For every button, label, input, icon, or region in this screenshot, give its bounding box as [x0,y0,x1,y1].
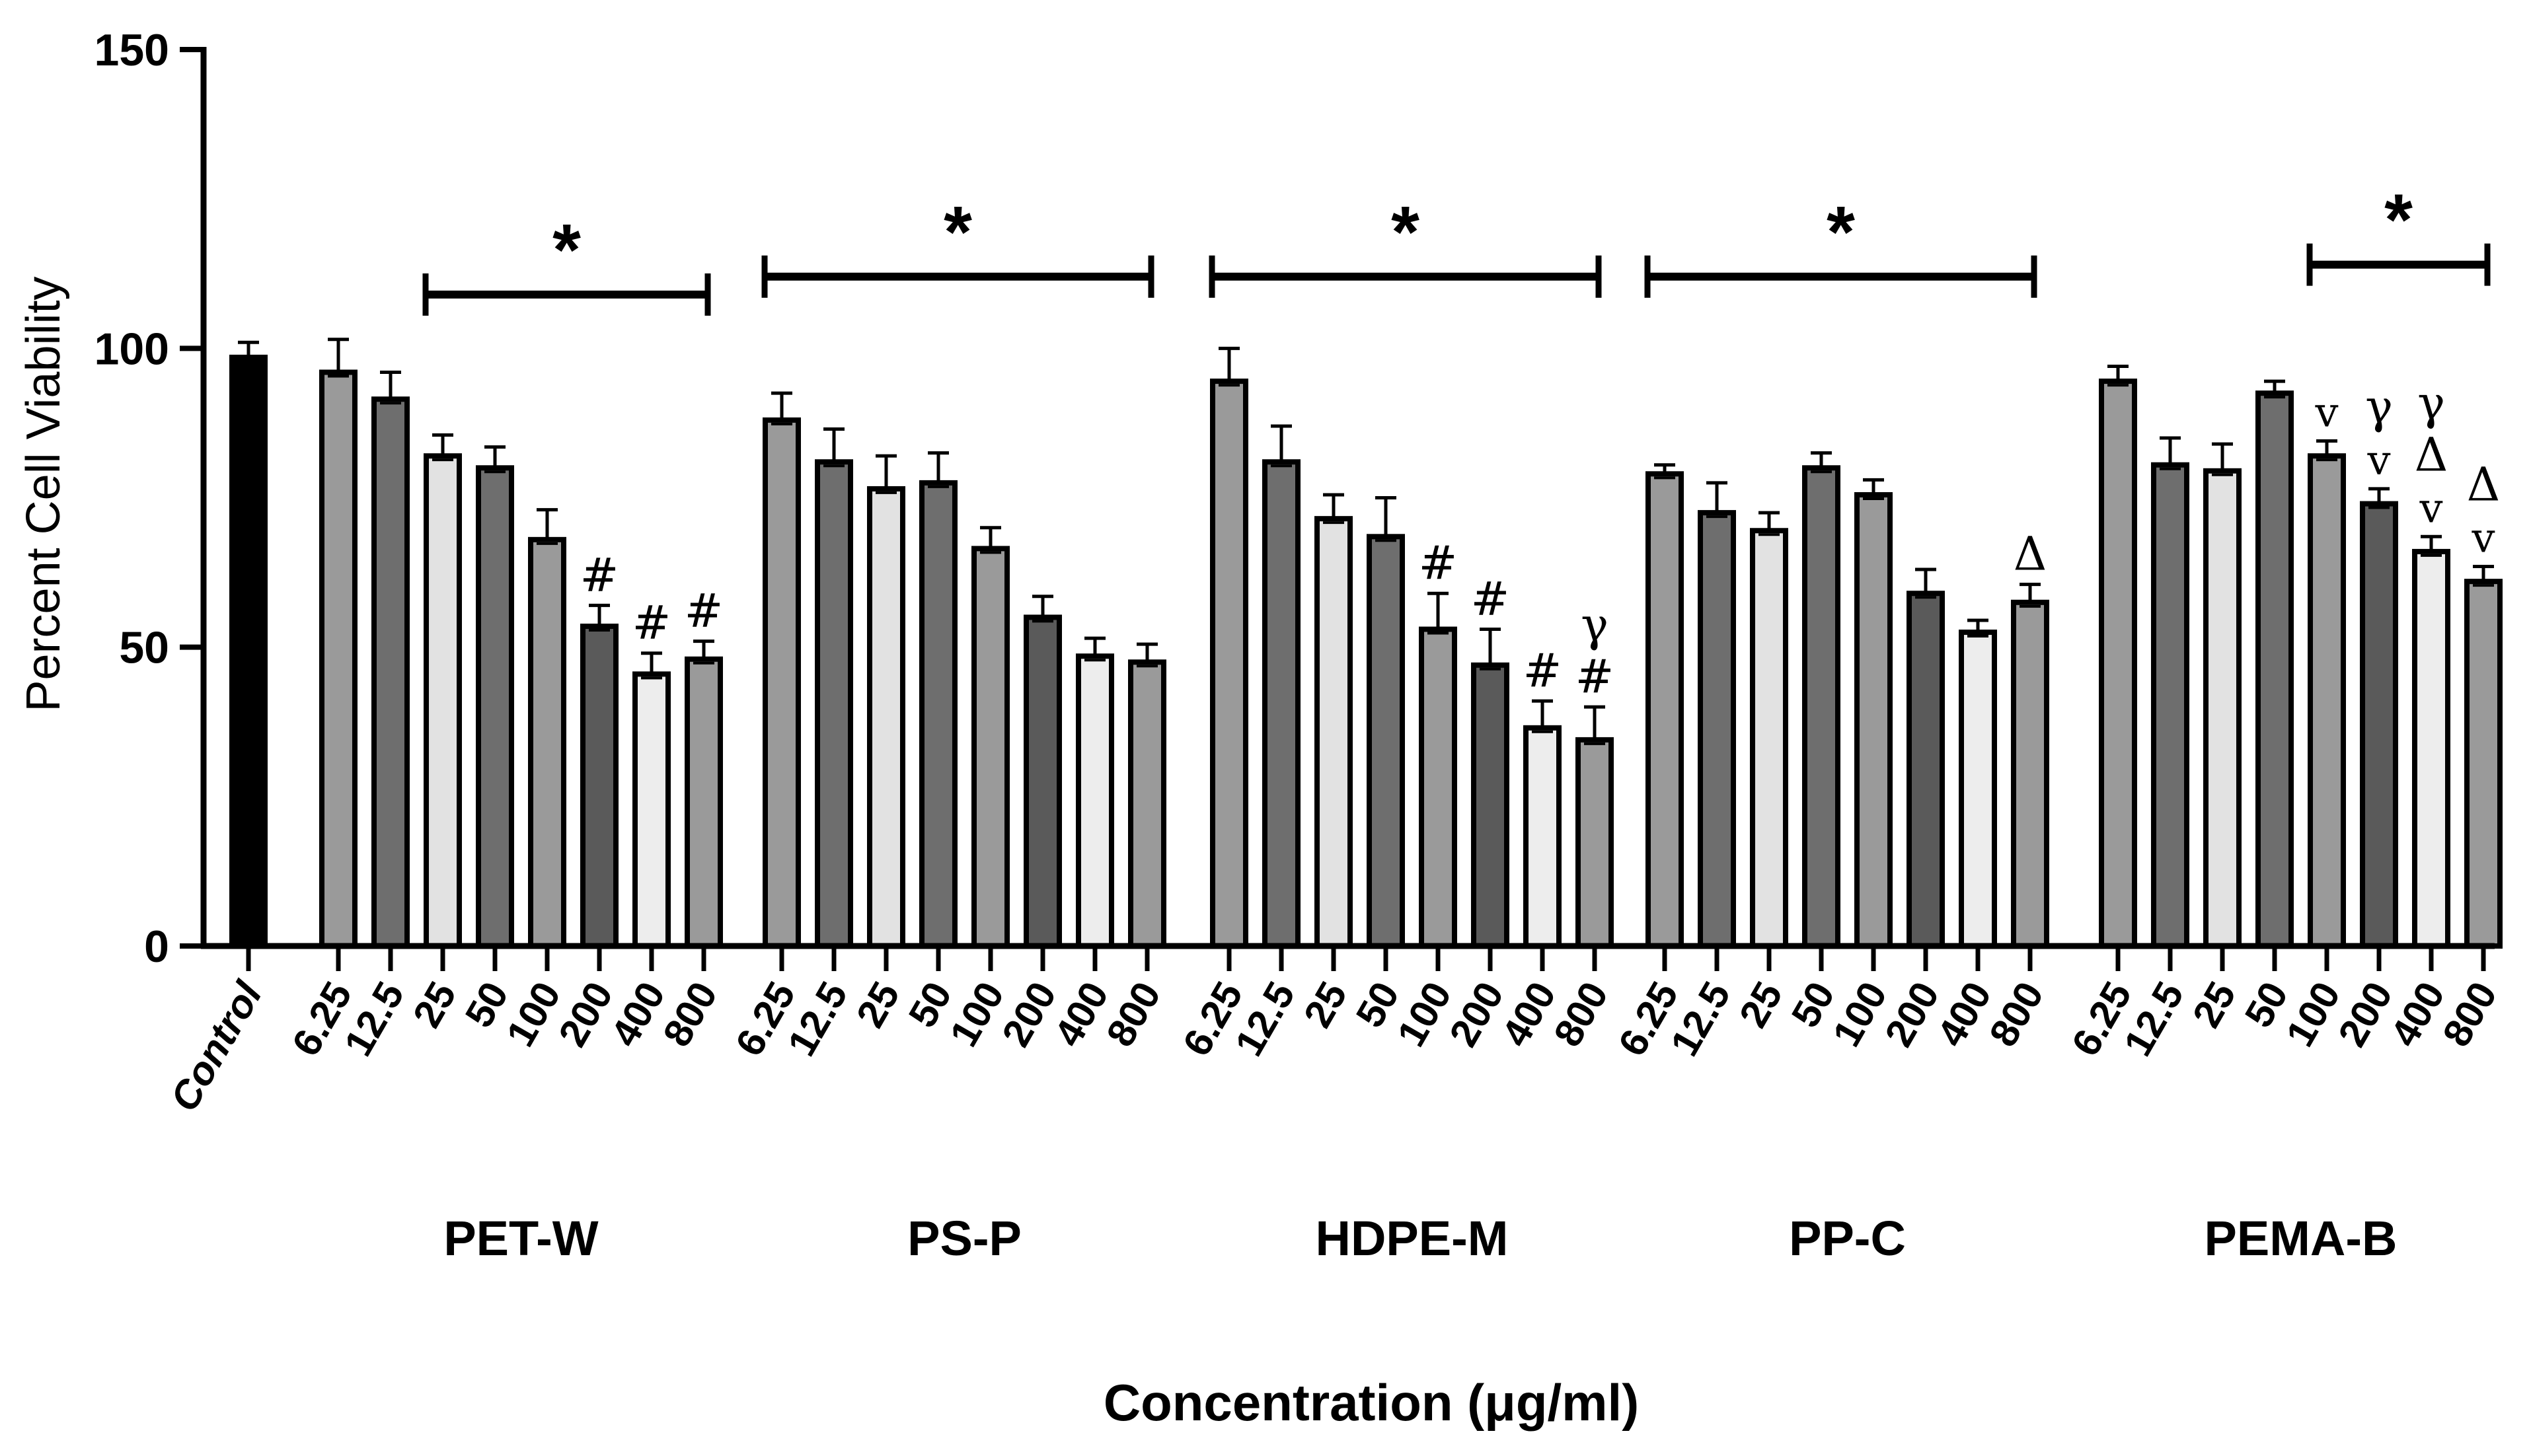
pp-c-group-label: PP-C [1789,1211,1906,1266]
hdpe-m-bar-6 [1523,725,1562,949]
x-axis-title: Concentration (μg/ml) [1104,1373,1639,1432]
pet-w-bar-6 [632,671,671,949]
pema-b-annotation-6-0: v [2419,484,2442,532]
ps-p-bar-6 [1076,653,1114,949]
pp-c-bar-2 [1750,528,1788,949]
pet-w-bar-7 [685,656,723,949]
pp-c-bar-7 [2011,599,2049,949]
y-tick-label-100: 100 [94,324,169,374]
pema-b-annotation-5-0: v [2366,436,2390,484]
y-axis-title: Percent Cell Viability [17,277,70,712]
pema-b-bar-0 [2099,379,2137,949]
pema-b-bar-1 [2151,462,2189,949]
hdpe-m-annotation-5-0: # [1471,572,1510,626]
hdpe-m-annotation-6-0: # [1523,643,1562,698]
hdpe-m-significance-star: * [1391,192,1419,273]
hdpe-m-annotation-4-0: # [1419,536,1458,590]
pet-w-annotation-5-0: # [580,548,619,602]
hdpe-m-bar-4 [1419,626,1457,949]
pema-b-group-label: PEMA-B [2205,1211,2398,1266]
pp-c-annotation-7-0: Δ [2014,527,2047,581]
pet-w-bar-5 [580,624,619,949]
pema-b-annotation-7-1: Δ [2467,458,2501,512]
pema-b-bar-3 [2255,390,2294,949]
ps-p-significance-star: * [944,192,972,273]
pet-w-bar-2 [424,453,462,949]
pet-w-significance-star: * [552,209,581,291]
pet-w-annotation-6-0: # [632,596,671,650]
hdpe-m-bar-5 [1471,662,1509,949]
ps-p-group-label: PS-P [907,1211,1022,1266]
pp-c-significance-star: * [1827,192,1855,273]
hdpe-m-bar-3 [1367,534,1405,949]
pema-b-annotation-7-0: v [2471,514,2495,562]
pp-c-bar-5 [1907,591,1945,949]
pema-b-bar-4 [2308,453,2346,949]
ps-p-bar-5 [1024,614,1062,949]
pet-w-bar-0 [319,369,358,949]
pet-w-group-label: PET-W [443,1211,598,1266]
pet-w-bar-4 [528,536,566,949]
pema-b-bar-6 [2412,548,2450,949]
control-bar [229,354,268,949]
ps-p-bar-7 [1128,659,1166,949]
ps-p-bar-2 [867,486,905,949]
hdpe-m-bar-7 [1575,737,1614,949]
pp-c-bar-3 [1802,465,1840,949]
y-tick-label-50: 50 [119,623,169,673]
y-tick-label-150: 150 [94,25,169,75]
pema-b-annotation-5-1: γ [2365,380,2393,434]
pet-w-annotation-7-0: # [685,584,724,638]
pp-c-bar-4 [1854,491,1893,949]
hdpe-m-annotation-7-1: γ [1581,598,1608,652]
ps-p-bar-0 [763,417,801,949]
ps-p-bar-1 [815,459,853,949]
pet-w-bar-1 [371,396,410,949]
pema-b-bar-7 [2464,579,2503,949]
pp-c-bar-1 [1698,510,1736,949]
hdpe-m-bar-0 [1210,379,1248,949]
pema-b-bar-2 [2203,468,2242,949]
pet-w-bar-3 [476,465,514,949]
hdpe-m-bar-1 [1262,459,1301,949]
hdpe-m-annotation-7-0: # [1575,649,1614,704]
ps-p-bar-3 [919,480,958,949]
pp-c-bar-6 [1959,630,1997,949]
pema-b-annotation-6-2: γ [2417,376,2445,430]
hdpe-m-bar-2 [1314,516,1353,949]
pp-c-bar-0 [1645,471,1684,949]
pema-b-annotation-6-1: Δ [2415,427,2448,482]
pema-b-annotation-4-0: v [2314,388,2338,437]
y-tick-label-0: 0 [144,922,169,972]
hdpe-m-group-label: HDPE-M [1316,1211,1509,1266]
bars-layer [229,338,2503,949]
pema-b-bar-5 [2360,501,2398,949]
ps-p-bar-4 [971,546,1010,949]
pema-b-significance-star: * [2384,180,2413,261]
